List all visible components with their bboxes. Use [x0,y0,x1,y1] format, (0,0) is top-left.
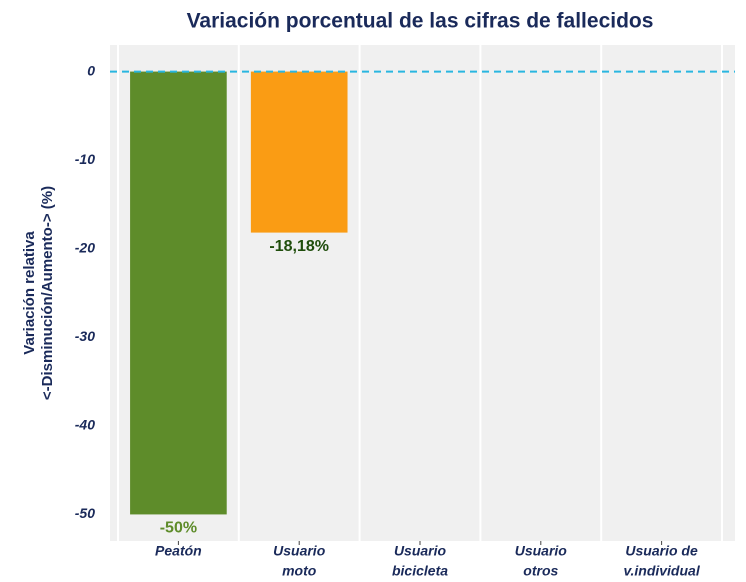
y-tick-label: 0 [87,62,95,78]
x-tick-label: Usuario de [625,543,698,559]
y-tick-label: -50 [75,505,95,521]
x-tick-label: Usuario [273,543,326,559]
y-axis-label: Variación relativa <-Disminución/Aumento… [21,186,56,400]
y-tick-label: -10 [75,151,95,167]
x-tick-label: moto [282,563,317,579]
x-tick-label: bicicleta [392,563,448,579]
y-tick-label: -30 [75,328,95,344]
y-label-line: Variación relativa [21,231,38,355]
x-tick-label: Usuario [515,543,568,559]
bar [130,71,227,515]
y-tick-label: -40 [75,417,95,433]
value-label: -50% [160,520,197,537]
x-tick-label: v.individual [623,563,700,579]
x-tick-label: Peatón [155,543,202,559]
value-label: -18,18% [269,238,329,255]
y-tick-label: -20 [75,239,95,255]
x-tick-label: otros [523,563,558,579]
bar [250,71,348,233]
chart-title: Variación porcentual de las cifras de fa… [187,10,654,33]
y-label-line: <-Disminución/Aumento-> (%) [39,186,56,400]
x-tick-label: Usuario [394,543,447,559]
